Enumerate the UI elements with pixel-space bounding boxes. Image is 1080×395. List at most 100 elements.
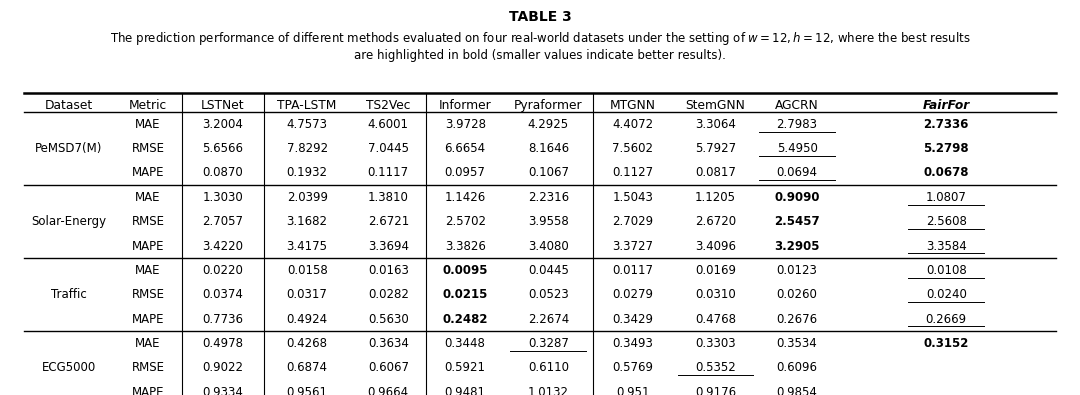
Text: 0.0817: 0.0817 — [696, 167, 735, 179]
Text: 0.5769: 0.5769 — [612, 361, 653, 374]
Text: 0.3634: 0.3634 — [368, 337, 408, 350]
Text: 0.9090: 0.9090 — [774, 191, 820, 204]
Text: 3.2905: 3.2905 — [774, 239, 820, 252]
Text: 0.3429: 0.3429 — [612, 312, 653, 325]
Text: ECG5000: ECG5000 — [42, 361, 96, 374]
Text: MAPE: MAPE — [132, 239, 164, 252]
Text: 2.7029: 2.7029 — [612, 215, 653, 228]
Text: 0.9176: 0.9176 — [694, 386, 735, 395]
Text: 3.1682: 3.1682 — [286, 215, 327, 228]
Text: 1.0807: 1.0807 — [926, 191, 967, 204]
Text: 2.5702: 2.5702 — [445, 215, 486, 228]
Text: 3.9728: 3.9728 — [445, 118, 486, 131]
Text: 0.3534: 0.3534 — [777, 337, 818, 350]
Text: 0.0123: 0.0123 — [777, 264, 818, 277]
Text: 0.6874: 0.6874 — [286, 361, 327, 374]
Text: 0.4924: 0.4924 — [286, 312, 327, 325]
Text: 0.0523: 0.0523 — [528, 288, 569, 301]
Text: 2.0399: 2.0399 — [286, 191, 327, 204]
Text: 0.6110: 0.6110 — [528, 361, 569, 374]
Text: Traffic: Traffic — [51, 288, 86, 301]
Text: 2.7336: 2.7336 — [923, 118, 969, 131]
Text: TPA-LSTM: TPA-LSTM — [278, 99, 337, 112]
Text: 0.0957: 0.0957 — [445, 167, 486, 179]
Text: 2.2316: 2.2316 — [528, 191, 569, 204]
Text: 6.6654: 6.6654 — [445, 142, 486, 155]
Text: 7.5602: 7.5602 — [612, 142, 653, 155]
Text: 0.9334: 0.9334 — [202, 386, 243, 395]
Text: php: php — [928, 363, 945, 372]
Text: MAE: MAE — [135, 191, 161, 204]
Text: 0.0310: 0.0310 — [696, 288, 735, 301]
Text: 0.9561: 0.9561 — [286, 386, 327, 395]
Text: 2.7057: 2.7057 — [202, 215, 243, 228]
Text: StemGNN: StemGNN — [686, 99, 745, 112]
Text: 3.4220: 3.4220 — [202, 239, 243, 252]
Text: 0.9022: 0.9022 — [202, 361, 243, 374]
Text: 7.8292: 7.8292 — [286, 142, 327, 155]
Text: 1.1205: 1.1205 — [694, 191, 735, 204]
Text: FairFor: FairFor — [922, 99, 970, 112]
Text: 4.7573: 4.7573 — [286, 118, 327, 131]
Text: MAPE: MAPE — [132, 167, 164, 179]
Text: 4.6001: 4.6001 — [368, 118, 408, 131]
Text: 2.7983: 2.7983 — [777, 118, 818, 131]
Text: 8.1646: 8.1646 — [528, 142, 569, 155]
Text: 0.3493: 0.3493 — [612, 337, 653, 350]
Text: 1.3810: 1.3810 — [368, 191, 408, 204]
Text: MAPE: MAPE — [132, 386, 164, 395]
Text: 0.0163: 0.0163 — [368, 264, 408, 277]
FancyBboxPatch shape — [964, 359, 986, 377]
Text: 0.3287: 0.3287 — [528, 337, 569, 350]
Text: The prediction performance of different methods evaluated on four real-world dat: The prediction performance of different … — [110, 30, 970, 62]
Text: MAPE: MAPE — [132, 312, 164, 325]
Text: 0.4268: 0.4268 — [286, 337, 327, 350]
Text: 0.2482: 0.2482 — [443, 312, 488, 325]
Text: 0.0215: 0.0215 — [443, 288, 488, 301]
Text: MAE: MAE — [135, 337, 161, 350]
Text: 2.6720: 2.6720 — [694, 215, 735, 228]
Text: 0.9664: 0.9664 — [367, 386, 409, 395]
Text: 1.3030: 1.3030 — [202, 191, 243, 204]
Text: 3.3727: 3.3727 — [612, 239, 653, 252]
Text: LSTNet: LSTNet — [201, 99, 245, 112]
Text: TABLE 3: TABLE 3 — [509, 10, 571, 24]
Text: 3.4080: 3.4080 — [528, 239, 569, 252]
Text: 0.0694: 0.0694 — [777, 167, 818, 179]
Text: 0.6067: 0.6067 — [368, 361, 408, 374]
Text: 0.0678: 0.0678 — [923, 167, 969, 179]
Text: 3.3694: 3.3694 — [368, 239, 408, 252]
Text: Pyraformer: Pyraformer — [514, 99, 583, 112]
Text: Dataset: Dataset — [45, 99, 93, 112]
Text: 0.0374: 0.0374 — [202, 288, 243, 301]
Text: 0.4768: 0.4768 — [694, 312, 735, 325]
Text: 0.2669: 0.2669 — [926, 312, 967, 325]
Text: 0.9854: 0.9854 — [777, 386, 818, 395]
Text: 0.0870: 0.0870 — [202, 167, 243, 179]
Text: 0.3303: 0.3303 — [696, 337, 735, 350]
Text: 0.0317: 0.0317 — [286, 288, 327, 301]
Text: 0.951: 0.951 — [616, 386, 649, 395]
Text: 0.5630: 0.5630 — [368, 312, 408, 325]
Text: 5.7927: 5.7927 — [694, 142, 735, 155]
Text: PeMSD7(M): PeMSD7(M) — [36, 142, 103, 155]
Text: RMSE: RMSE — [132, 361, 164, 374]
Text: 2.5608: 2.5608 — [926, 215, 967, 228]
Text: Solar-Energy: Solar-Energy — [31, 215, 107, 228]
FancyBboxPatch shape — [908, 359, 964, 377]
Text: 0.3152: 0.3152 — [923, 337, 969, 350]
Text: 3.3584: 3.3584 — [926, 239, 967, 252]
Text: RMSE: RMSE — [132, 215, 164, 228]
Text: Metric: Metric — [129, 99, 167, 112]
Text: 0.0445: 0.0445 — [528, 264, 569, 277]
Text: 3.4175: 3.4175 — [286, 239, 327, 252]
Text: 0.7736: 0.7736 — [202, 312, 243, 325]
Text: 3.3064: 3.3064 — [696, 118, 735, 131]
Text: 1.5043: 1.5043 — [612, 191, 653, 204]
Text: 0.0282: 0.0282 — [368, 288, 408, 301]
Text: 0.0240: 0.0240 — [926, 288, 967, 301]
Text: 0.0108: 0.0108 — [926, 264, 967, 277]
Text: TS2Vec: TS2Vec — [366, 99, 410, 112]
Text: 7.0445: 7.0445 — [368, 142, 408, 155]
Text: 0.0095: 0.0095 — [443, 264, 488, 277]
